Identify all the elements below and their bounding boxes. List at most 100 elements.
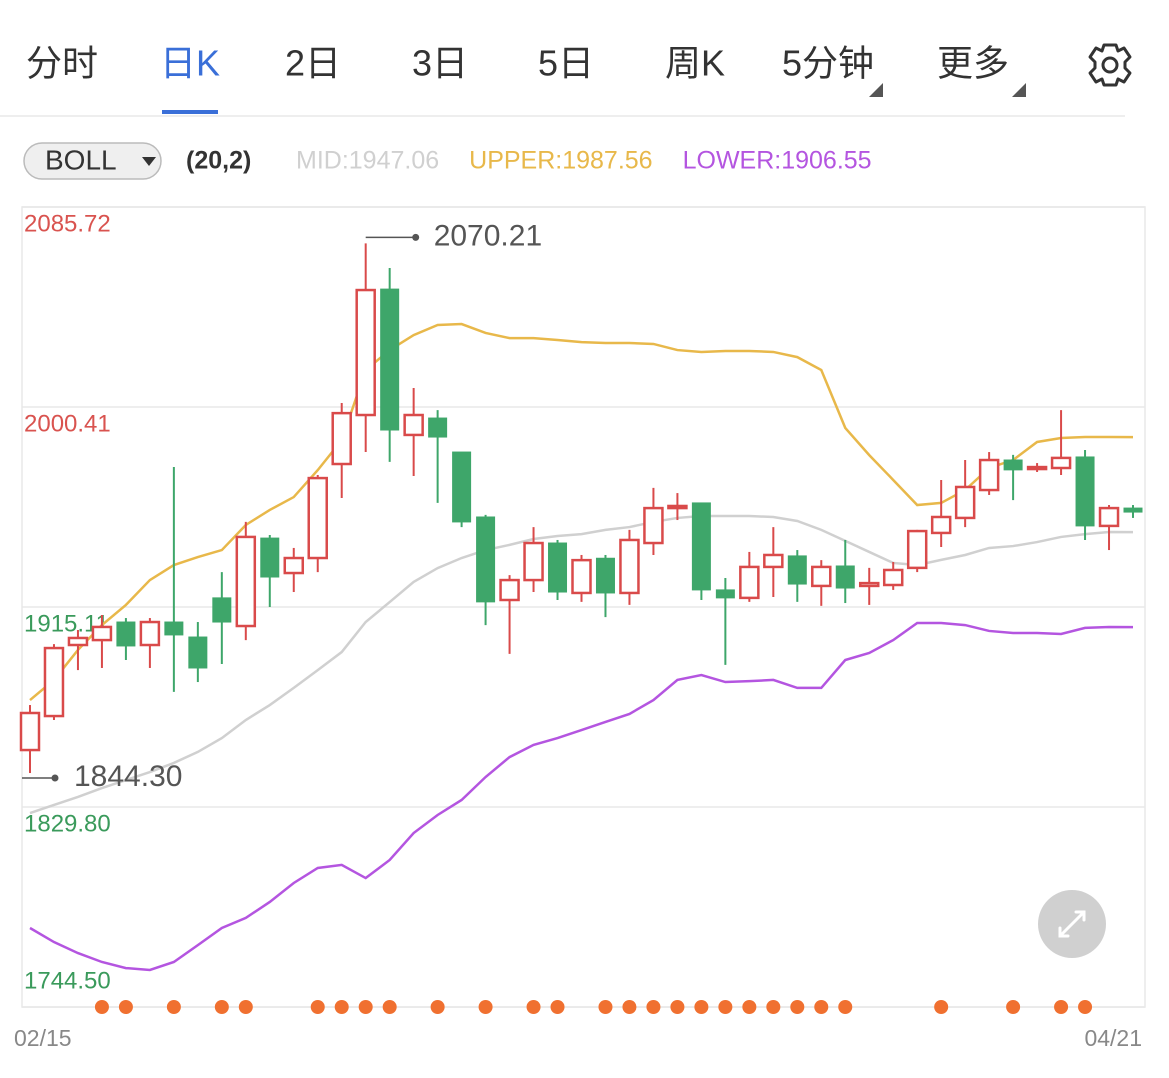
- tab[interactable]: 5分钟: [782, 43, 874, 84]
- candle-body: [811, 565, 832, 588]
- event-marker[interactable]: [526, 1000, 541, 1014]
- event-marker[interactable]: [1006, 1000, 1021, 1014]
- candle-body: [643, 506, 664, 545]
- legend-entry: LOWER:1906.55: [683, 147, 872, 175]
- candle-body: [619, 538, 640, 595]
- candle-body: [930, 515, 952, 535]
- expand-icon: [1058, 910, 1086, 938]
- tab[interactable]: 更多: [937, 43, 1009, 84]
- candle-body: [428, 417, 448, 438]
- boll-line: [29, 322, 1134, 702]
- candle-body: [476, 516, 496, 603]
- event-marker[interactable]: [358, 1000, 373, 1014]
- boll-line: [29, 621, 1134, 972]
- candle-body: [1098, 506, 1120, 528]
- settings-icon[interactable]: [1088, 43, 1132, 87]
- event-marker[interactable]: [718, 1000, 733, 1014]
- event-marker[interactable]: [814, 1000, 829, 1014]
- y-tick-label: 2085.72: [24, 210, 111, 237]
- candle-body: [1026, 465, 1048, 471]
- event-marker[interactable]: [766, 1000, 781, 1014]
- annotation-dot: [51, 774, 59, 782]
- candle-body: [739, 565, 760, 600]
- tab[interactable]: 5日: [538, 43, 594, 84]
- candle-body: [548, 542, 568, 593]
- candle-body: [260, 537, 280, 578]
- candle-body: [283, 556, 305, 575]
- tab-underline: [162, 110, 218, 114]
- candle-body: [978, 458, 1000, 492]
- dropdown-corner: [869, 83, 883, 97]
- event-marker[interactable]: [166, 1000, 181, 1014]
- event-marker[interactable]: [334, 1000, 349, 1014]
- annotation-dot: [412, 233, 420, 241]
- candle-body: [116, 621, 136, 647]
- event-marker[interactable]: [1078, 1000, 1093, 1014]
- event-marker[interactable]: [118, 1000, 133, 1014]
- candle-body: [1075, 456, 1095, 527]
- event-marker[interactable]: [670, 1000, 685, 1014]
- event-marker[interactable]: [646, 1000, 661, 1014]
- event-marker[interactable]: [694, 1000, 709, 1014]
- y-tick-label: 1744.50: [24, 967, 111, 994]
- candle-body: [235, 535, 257, 628]
- event-marker[interactable]: [550, 1000, 565, 1014]
- annotation-label: 1844.30: [74, 760, 182, 793]
- candle-body: [787, 555, 807, 585]
- candle-body: [906, 529, 928, 570]
- candle-body: [858, 581, 880, 588]
- tab[interactable]: 周K: [665, 43, 725, 84]
- candle-body: [1050, 456, 1072, 470]
- candle-body: [835, 565, 855, 589]
- legend-entry: UPPER:1987.56: [469, 147, 652, 175]
- candle-body: [523, 541, 544, 582]
- x-tick-label: 02/15: [14, 1025, 72, 1051]
- candle-body: [355, 288, 376, 417]
- event-marker[interactable]: [1054, 1000, 1069, 1014]
- event-marker[interactable]: [838, 1000, 853, 1014]
- candle-body: [67, 636, 89, 647]
- candle-body: [571, 558, 592, 595]
- event-marker[interactable]: [310, 1000, 325, 1014]
- candle-body: [139, 620, 161, 647]
- dropdown-corner: [1012, 83, 1026, 97]
- candle-body: [595, 557, 615, 594]
- select-arrow: [142, 157, 156, 166]
- y-tick-label: 2000.41: [24, 410, 111, 437]
- event-marker[interactable]: [742, 1000, 757, 1014]
- candle-body: [691, 502, 711, 591]
- indicator-select[interactable]: [23, 142, 162, 180]
- tab[interactable]: 3日: [412, 43, 468, 84]
- event-marker[interactable]: [214, 1000, 229, 1014]
- candle-body: [188, 636, 208, 669]
- event-marker[interactable]: [622, 1000, 637, 1014]
- event-marker[interactable]: [790, 1000, 805, 1014]
- event-marker[interactable]: [598, 1000, 613, 1014]
- candle-body: [882, 568, 904, 587]
- indicator-name[interactable]: BOLL: [45, 144, 117, 175]
- event-marker[interactable]: [430, 1000, 445, 1014]
- candle-body: [380, 288, 400, 431]
- event-marker[interactable]: [934, 1000, 949, 1014]
- y-tick-label: 1829.80: [24, 810, 111, 837]
- annotation-label: 2070.21: [434, 219, 542, 252]
- boll-line: [29, 514, 1134, 815]
- candle-body: [91, 625, 113, 642]
- candle-body: [403, 413, 424, 437]
- tab[interactable]: 分时: [26, 43, 98, 84]
- candle-body: [331, 411, 352, 466]
- event-marker[interactable]: [94, 1000, 109, 1014]
- candle-body: [499, 578, 520, 602]
- tab[interactable]: 日K: [160, 43, 220, 84]
- candle-body: [954, 485, 976, 520]
- event-marker[interactable]: [382, 1000, 397, 1014]
- candle-body: [763, 553, 784, 569]
- tab[interactable]: 2日: [285, 43, 341, 84]
- event-marker[interactable]: [478, 1000, 493, 1014]
- x-tick-label: 04/21: [1084, 1025, 1142, 1051]
- event-marker[interactable]: [238, 1000, 253, 1014]
- candle-body: [1123, 507, 1143, 513]
- candle-body: [43, 646, 65, 718]
